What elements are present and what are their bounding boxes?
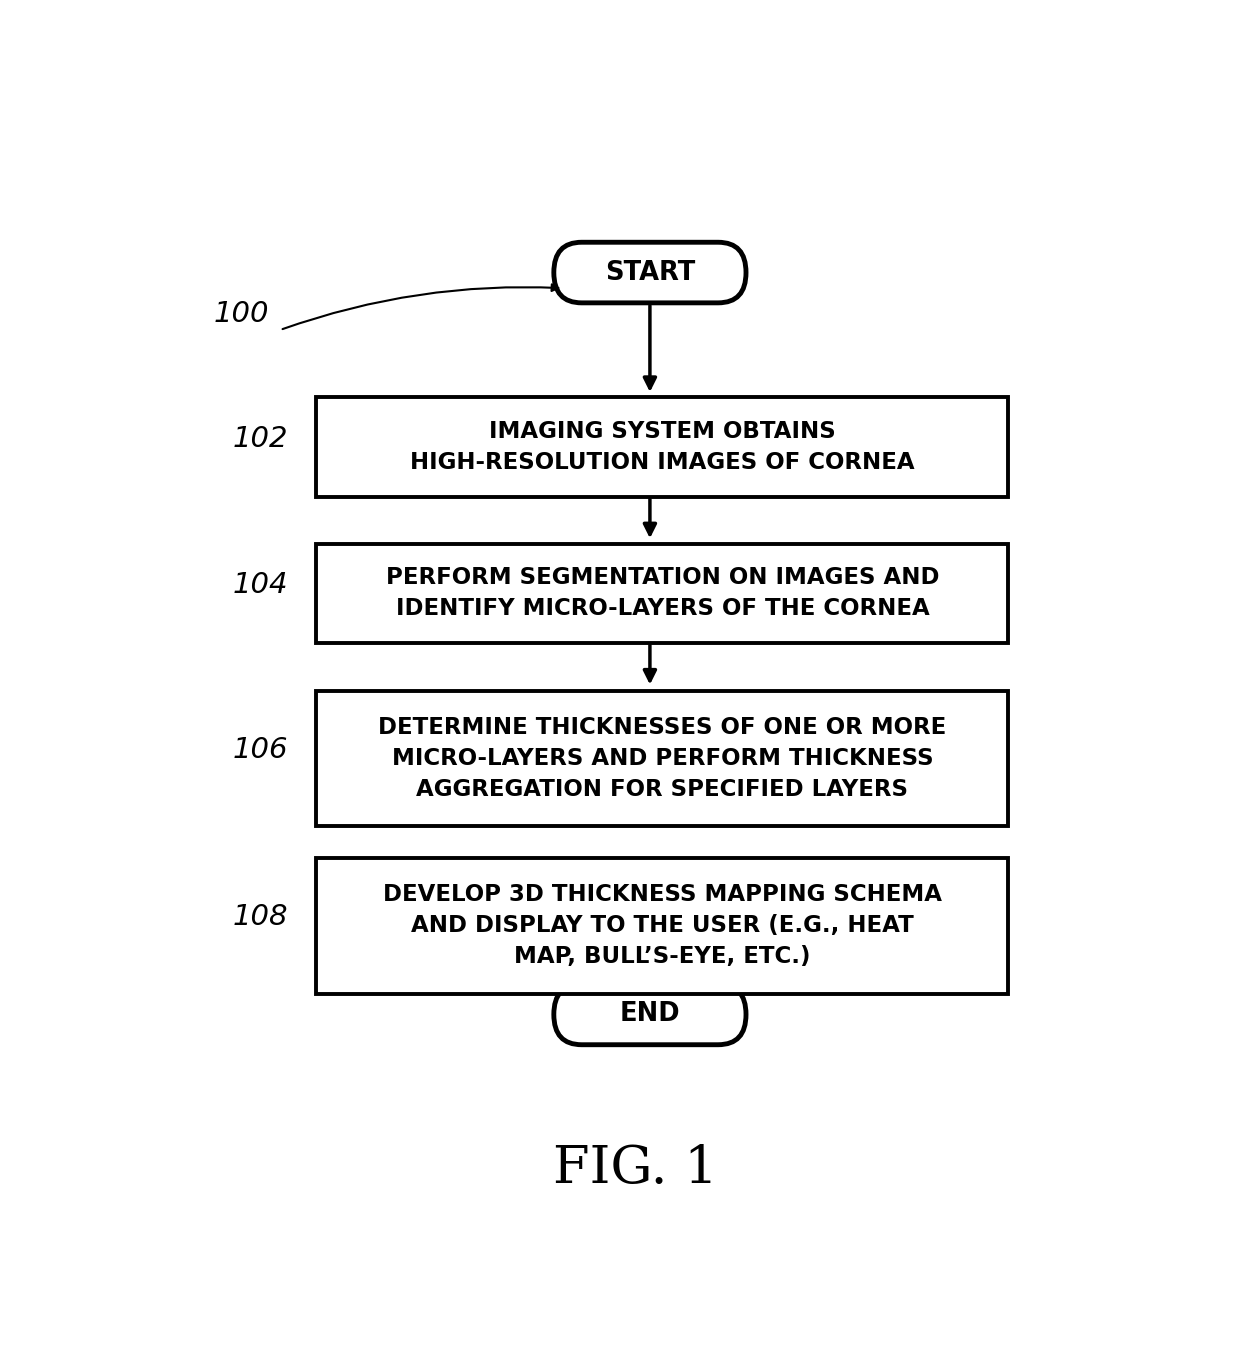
- Text: 108: 108: [233, 904, 289, 931]
- FancyArrowPatch shape: [283, 285, 558, 330]
- FancyBboxPatch shape: [316, 858, 1008, 993]
- FancyBboxPatch shape: [554, 984, 746, 1045]
- Text: 102: 102: [233, 425, 289, 453]
- Text: FIG. 1: FIG. 1: [553, 1143, 718, 1194]
- FancyBboxPatch shape: [554, 243, 746, 303]
- Text: 100: 100: [213, 300, 269, 328]
- FancyBboxPatch shape: [316, 398, 1008, 497]
- Text: 106: 106: [233, 735, 289, 764]
- Text: IMAGING SYSTEM OBTAINS
HIGH-RESOLUTION IMAGES OF CORNEA: IMAGING SYSTEM OBTAINS HIGH-RESOLUTION I…: [410, 421, 915, 474]
- Text: DETERMINE THICKNESSES OF ONE OR MORE
MICRO-LAYERS AND PERFORM THICKNESS
AGGREGAT: DETERMINE THICKNESSES OF ONE OR MORE MIC…: [378, 716, 946, 801]
- Text: START: START: [605, 259, 696, 285]
- Text: DEVELOP 3D THICKNESS MAPPING SCHEMA
AND DISPLAY TO THE USER (E.G., HEAT
MAP, BUL: DEVELOP 3D THICKNESS MAPPING SCHEMA AND …: [383, 883, 942, 968]
- Text: END: END: [620, 1001, 681, 1027]
- Text: 104: 104: [233, 571, 289, 598]
- FancyBboxPatch shape: [316, 691, 1008, 826]
- FancyBboxPatch shape: [316, 544, 1008, 643]
- Text: PERFORM SEGMENTATION ON IMAGES AND
IDENTIFY MICRO-LAYERS OF THE CORNEA: PERFORM SEGMENTATION ON IMAGES AND IDENT…: [386, 566, 939, 620]
